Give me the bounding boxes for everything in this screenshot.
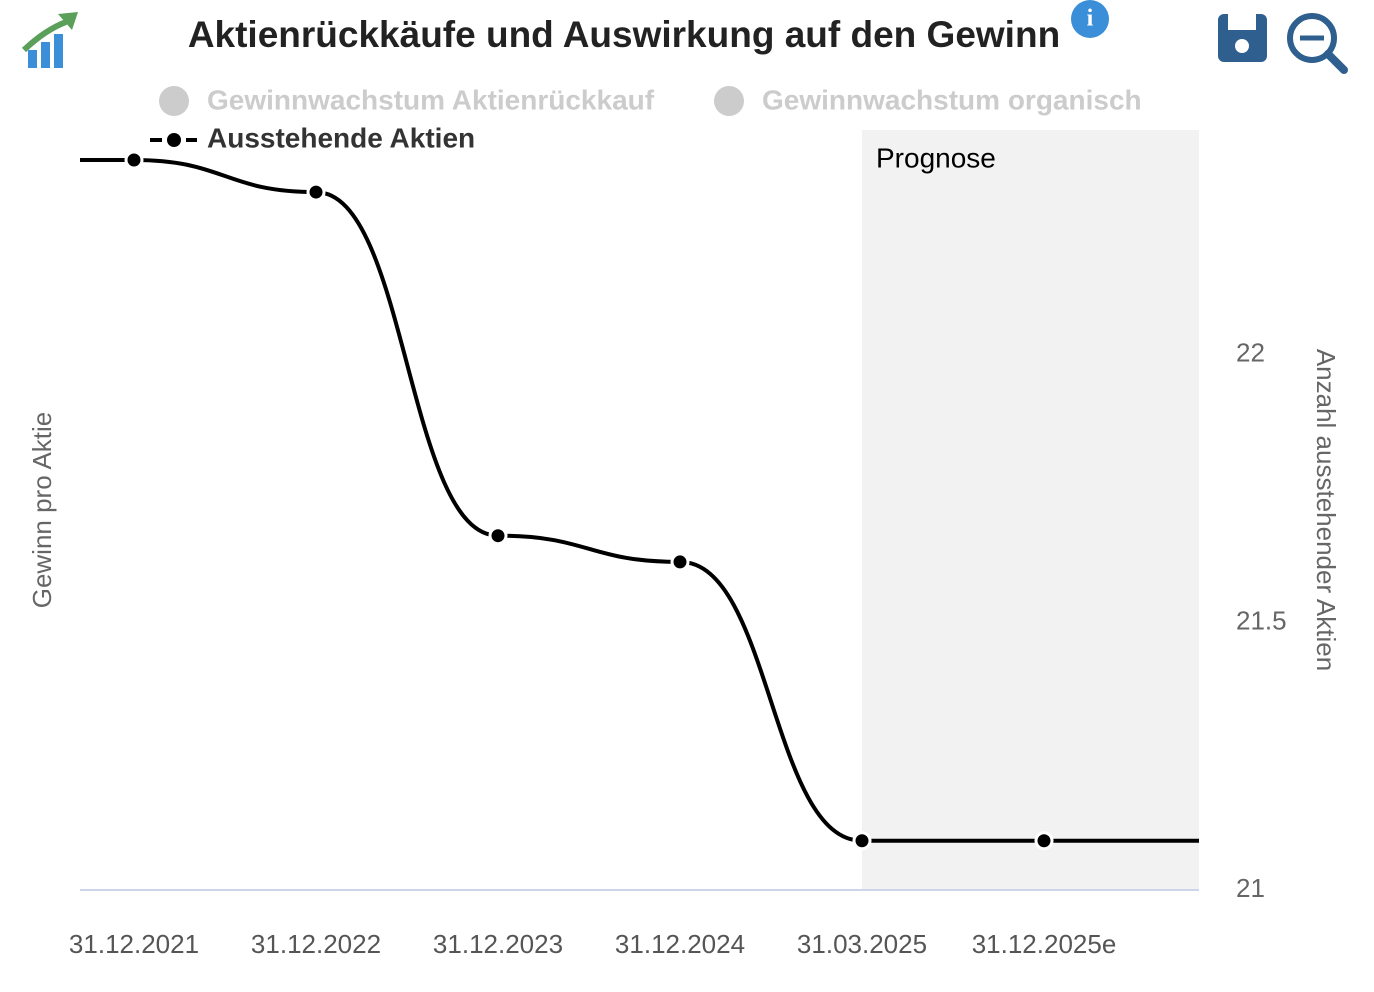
legend-label: Ausstehende Aktien <box>207 122 475 153</box>
x-tick-label: 31.12.2023 <box>433 929 563 959</box>
forecast-label: Prognose <box>876 142 996 173</box>
data-point <box>124 150 144 170</box>
logo <box>21 12 78 68</box>
x-tick-label: 31.12.2024 <box>615 929 745 959</box>
y2-axis-label: Anzahl ausstehender Aktien <box>1311 349 1341 671</box>
forecast-region <box>862 130 1199 890</box>
legend: Gewinnwachstum Aktienrückkauf Gewinnwachs… <box>150 84 1142 153</box>
y2-tick-label: 21 <box>1236 873 1265 903</box>
x-tick-label: 31.12.2025e <box>972 929 1117 959</box>
save-icon[interactable] <box>1218 14 1267 62</box>
x-tick-label: 31.03.2025 <box>797 929 927 959</box>
data-point <box>852 831 872 851</box>
y-axis-label: Gewinn pro Aktie <box>27 412 57 609</box>
data-point <box>670 552 690 572</box>
zoom-out-icon[interactable] <box>1287 13 1348 74</box>
legend-label: Gewinnwachstum organisch <box>762 84 1142 115</box>
data-point <box>488 526 508 546</box>
data-point <box>1034 831 1054 851</box>
chart-title: Aktienrückkäufe und Auswirkung auf den G… <box>188 14 1060 55</box>
legend-marker <box>714 86 744 116</box>
svg-text:i: i <box>1087 6 1094 32</box>
data-point <box>306 182 326 202</box>
y2-tick-label: 21.5 <box>1236 605 1287 635</box>
x-tick-label: 31.12.2022 <box>251 929 381 959</box>
y2-tick-label: 22 <box>1236 338 1265 368</box>
x-tick-label: 31.12.2021 <box>69 929 199 959</box>
info-icon[interactable]: i <box>1071 0 1109 38</box>
legend-marker <box>167 133 181 147</box>
legend-label: Gewinnwachstum Aktienrückkauf <box>207 84 655 115</box>
legend-marker <box>159 86 189 116</box>
